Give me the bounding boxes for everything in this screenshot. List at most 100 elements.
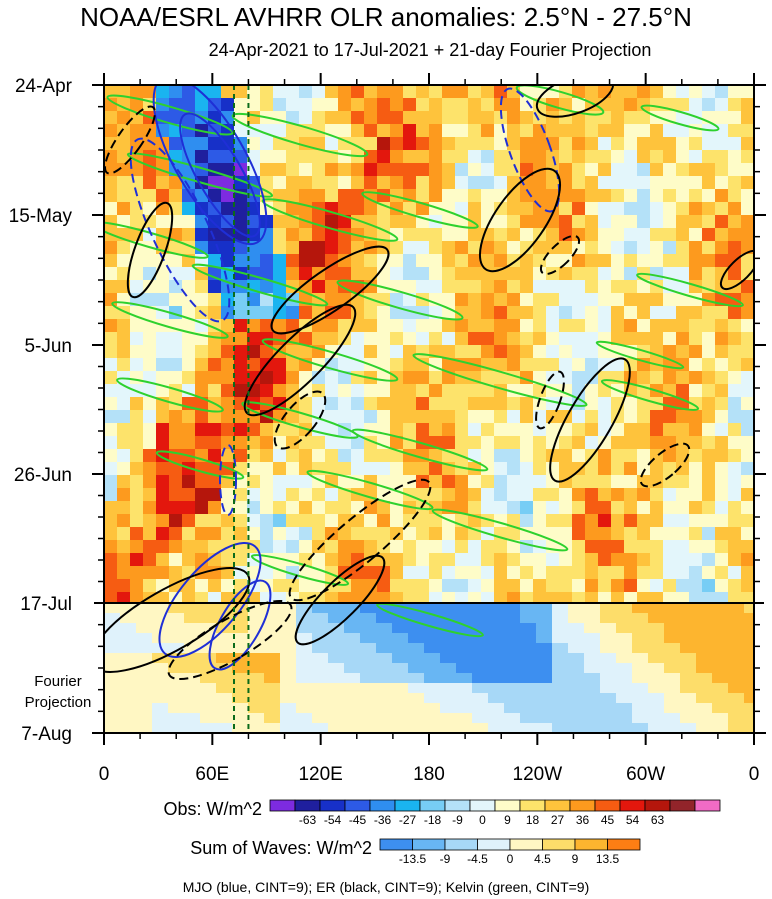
projection-cell — [248, 683, 265, 694]
obs-cell — [117, 514, 131, 528]
obs-cell — [455, 501, 469, 515]
obs-cell — [182, 475, 196, 489]
projection-cell — [440, 693, 457, 704]
projection-cell — [456, 603, 473, 614]
obs-cell — [481, 410, 495, 424]
projection-cell — [360, 713, 377, 724]
obs-cell — [585, 384, 599, 398]
projection-cell — [248, 663, 265, 674]
obs-cell — [390, 579, 404, 593]
colorbar-label: -63 — [299, 813, 317, 827]
projection-cell — [616, 703, 633, 714]
obs-cell — [273, 267, 287, 281]
obs-cell — [728, 215, 742, 229]
obs-cell — [104, 501, 118, 515]
projection-cell — [728, 713, 745, 724]
obs-cell — [624, 410, 638, 424]
projection-cell — [424, 623, 441, 634]
obs-cell — [702, 267, 716, 281]
obs-cell — [299, 306, 313, 320]
obs-cell — [442, 111, 456, 125]
obs-cell — [442, 384, 456, 398]
obs-cell — [507, 423, 521, 437]
obs-cell — [468, 345, 482, 359]
obs-cell — [702, 228, 716, 242]
projection-cell — [664, 723, 681, 733]
obs-cell — [416, 345, 430, 359]
obs-cell — [208, 293, 222, 307]
projection-cell — [232, 633, 249, 644]
colorbar-label: 54 — [626, 813, 640, 827]
obs-cell — [416, 163, 430, 177]
obs-cell — [156, 280, 170, 294]
obs-cell — [156, 501, 170, 515]
obs-cell — [650, 423, 664, 437]
mjo-contour — [179, 112, 261, 238]
obs-cell — [572, 371, 586, 385]
projection-cell — [152, 703, 169, 714]
projection-cell — [696, 693, 713, 704]
obs-cell — [104, 98, 118, 112]
obs-cell — [312, 462, 326, 476]
obs-cell — [416, 397, 430, 411]
obs-cell — [325, 527, 339, 541]
obs-cell — [312, 98, 326, 112]
obs-cell — [728, 137, 742, 151]
obs-cell — [455, 345, 469, 359]
colorbar-label: 13.5 — [596, 852, 620, 866]
obs-cell — [182, 319, 196, 333]
obs-cell — [273, 254, 287, 268]
projection-cell — [200, 643, 217, 654]
obs-cell — [364, 423, 378, 437]
projection-cell — [312, 653, 329, 664]
obs-cell — [559, 254, 573, 268]
projection-cell — [728, 623, 745, 634]
projection-cell — [344, 633, 361, 644]
obs-cell — [364, 124, 378, 138]
obs-cell — [676, 293, 690, 307]
obs-cell — [416, 280, 430, 294]
obs-cell — [156, 514, 170, 528]
projection-cell — [184, 603, 201, 614]
obs-cell — [741, 553, 754, 567]
obs-cell — [429, 566, 443, 580]
obs-cell — [169, 267, 183, 281]
obs-cell — [546, 475, 560, 489]
projection-cell — [216, 643, 233, 654]
obs-cell — [299, 241, 313, 255]
obs-cell — [715, 553, 729, 567]
obs-cell — [416, 566, 430, 580]
colorbar-swatch — [319, 799, 346, 812]
obs-cell — [481, 267, 495, 281]
obs-cell — [559, 345, 573, 359]
obs-cell — [507, 501, 521, 515]
obs-cell — [663, 254, 677, 268]
obs-cell — [130, 449, 144, 463]
obs-cell — [338, 449, 352, 463]
obs-cell — [533, 215, 547, 229]
obs-cell — [377, 215, 391, 229]
obs-cell — [533, 280, 547, 294]
obs-cell — [624, 176, 638, 190]
obs-cell — [286, 449, 300, 463]
obs-cell — [507, 358, 521, 372]
projection-cell — [488, 653, 505, 664]
obs-cell — [598, 137, 612, 151]
obs-cell — [325, 319, 339, 333]
projection-cell — [744, 653, 754, 664]
obs-cell — [273, 98, 287, 112]
obs-cell — [442, 293, 456, 307]
projection-cell — [648, 673, 665, 684]
obs-cell — [247, 85, 261, 99]
obs-cell — [429, 228, 443, 242]
projection-cell — [216, 723, 233, 733]
projection-cell — [264, 693, 281, 704]
obs-cell — [403, 85, 417, 99]
obs-cell — [546, 462, 560, 476]
obs-cell — [286, 111, 300, 125]
obs-cell — [494, 540, 508, 554]
projection-cell — [552, 723, 569, 733]
kelvin-contour — [376, 602, 484, 638]
projection-cell — [360, 683, 377, 694]
obs-cell — [559, 332, 573, 346]
